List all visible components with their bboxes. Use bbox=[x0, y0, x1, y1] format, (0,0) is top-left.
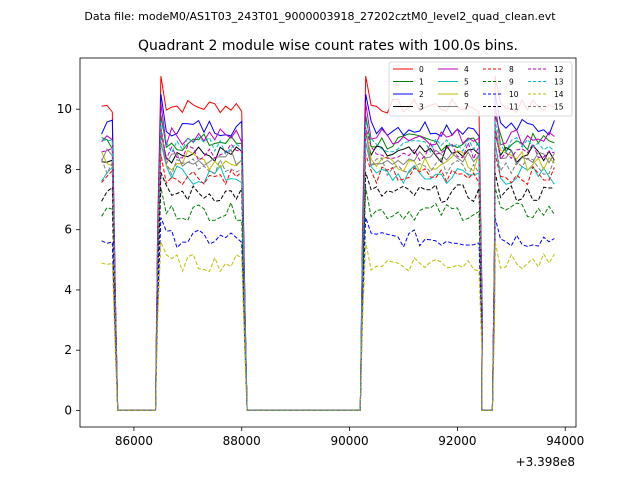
y-tick-label: 4 bbox=[64, 283, 72, 297]
x-tick-label: 92000 bbox=[438, 434, 476, 448]
series-line-6 bbox=[101, 127, 555, 411]
legend-label-2: 2 bbox=[419, 90, 424, 99]
legend-label-9: 9 bbox=[509, 78, 514, 87]
legend-label-13: 13 bbox=[554, 78, 564, 87]
chart-title: Quadrant 2 module wise count rates with … bbox=[138, 38, 518, 54]
series-line-13 bbox=[101, 121, 555, 411]
legend-label-12: 12 bbox=[554, 65, 564, 74]
series-line-12 bbox=[101, 127, 555, 411]
x-tick-label: 94000 bbox=[546, 434, 584, 448]
series-line-10 bbox=[101, 217, 555, 411]
series-line-11 bbox=[101, 172, 555, 411]
x-offset-label: +3.398e8 bbox=[516, 455, 575, 469]
series-line-9 bbox=[101, 187, 555, 411]
series-line-14 bbox=[101, 241, 555, 411]
legend-label-0: 0 bbox=[419, 65, 424, 74]
legend-box bbox=[388, 61, 573, 117]
series-line-15 bbox=[101, 142, 555, 411]
y-tick-label: 8 bbox=[64, 162, 72, 176]
x-axis: 86000 88000 90000 92000 94000 bbox=[115, 427, 584, 448]
series-line-2 bbox=[101, 94, 555, 411]
legend-label-6: 6 bbox=[464, 90, 469, 99]
y-tick-label: 0 bbox=[64, 403, 72, 417]
legend-label-8: 8 bbox=[509, 65, 514, 74]
legend-label-7: 7 bbox=[464, 103, 469, 112]
series-line-5 bbox=[101, 142, 555, 411]
series-line-0 bbox=[101, 75, 555, 411]
legend-label-10: 10 bbox=[509, 90, 519, 99]
legend-label-1: 1 bbox=[419, 78, 424, 87]
series-line-3 bbox=[101, 133, 555, 411]
legend-label-14: 14 bbox=[554, 90, 564, 99]
legend-label-15: 15 bbox=[554, 103, 564, 112]
y-tick-label: 10 bbox=[57, 102, 72, 116]
series-line-1 bbox=[101, 115, 555, 411]
data-file-label: Data file: modeM0/AS1T03_243T01_90000039… bbox=[84, 10, 556, 23]
axes-frame bbox=[79, 57, 577, 428]
y-axis: 0 2 4 6 8 10 bbox=[57, 102, 80, 417]
x-tick-label: 88000 bbox=[223, 434, 261, 448]
series-line-8 bbox=[101, 154, 555, 411]
legend-label-11: 11 bbox=[509, 103, 519, 112]
x-tick-label: 86000 bbox=[115, 434, 153, 448]
series-line-4 bbox=[101, 103, 555, 411]
legend-label-4: 4 bbox=[464, 65, 469, 74]
y-tick-label: 6 bbox=[64, 223, 72, 237]
legend-label-3: 3 bbox=[419, 103, 424, 112]
plot-area bbox=[101, 75, 555, 411]
x-tick-label: 90000 bbox=[330, 434, 368, 448]
legend-label-5: 5 bbox=[464, 78, 469, 87]
y-tick-label: 2 bbox=[64, 343, 72, 357]
